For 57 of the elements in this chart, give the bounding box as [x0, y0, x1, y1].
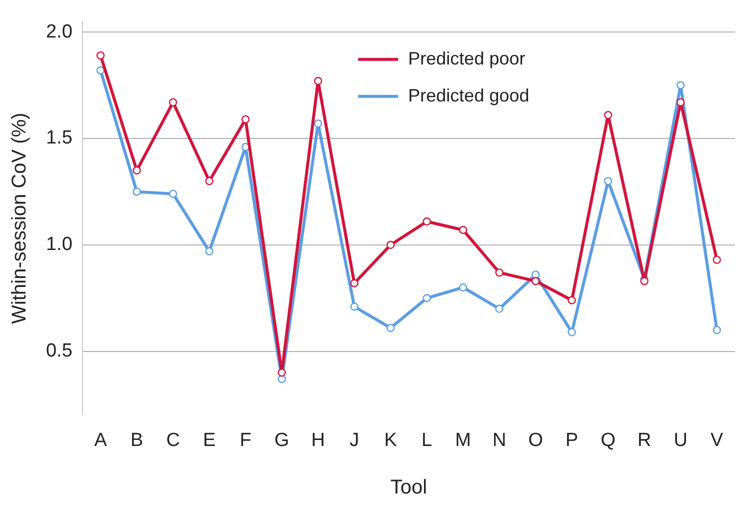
point — [568, 296, 576, 304]
point — [314, 76, 322, 86]
point — [386, 324, 395, 332]
x-tick-label: J — [350, 430, 360, 451]
x-tick-label: B — [130, 430, 144, 451]
x-tick-label: K — [384, 430, 398, 451]
x-tick-label: R — [637, 430, 652, 451]
x-tick-label: H — [311, 430, 325, 451]
x-tick-label: A — [94, 430, 108, 451]
point — [604, 110, 612, 120]
y-axis-title: Within-session CoV (%) — [8, 112, 31, 324]
x-axis-title: Tool — [390, 476, 428, 499]
point — [604, 176, 612, 186]
point — [132, 188, 141, 196]
point — [96, 51, 105, 60]
point — [96, 66, 105, 74]
x-tick-label: P — [566, 430, 578, 451]
point — [458, 226, 468, 234]
point — [495, 268, 504, 277]
y-tick-label: 1.0 — [46, 234, 72, 256]
y-tick-label: 2.0 — [46, 21, 72, 42]
x-tick-label: M — [455, 430, 472, 451]
point — [205, 247, 214, 256]
point — [532, 276, 540, 286]
y-tick-label: 1.5 — [46, 128, 72, 149]
point — [458, 283, 468, 292]
legend-label: Predicted good — [408, 85, 530, 106]
point — [350, 279, 358, 288]
x-tick-label: G — [274, 430, 290, 451]
point — [205, 176, 214, 186]
point — [132, 166, 141, 175]
x-tick-label: U — [674, 430, 688, 451]
point — [676, 98, 685, 106]
x-tick-label: Q — [600, 430, 616, 451]
x-tick-label: F — [240, 430, 252, 451]
point — [314, 119, 322, 128]
point — [676, 81, 685, 90]
point — [241, 115, 250, 124]
x-tick-label: L — [422, 430, 432, 451]
point — [712, 256, 721, 264]
x-tick-label: C — [166, 430, 180, 451]
legend-label: Predicted poor — [408, 48, 526, 68]
point — [168, 98, 178, 106]
x-tick-label: V — [710, 430, 724, 451]
point — [386, 240, 395, 250]
point — [422, 294, 431, 302]
point — [712, 326, 721, 334]
point — [568, 328, 576, 336]
point — [278, 368, 286, 377]
x-tick-label: E — [202, 430, 216, 451]
x-tick-label: O — [528, 430, 543, 451]
point — [422, 217, 431, 226]
point — [168, 190, 178, 198]
point — [495, 304, 504, 313]
x-tick-label: N — [492, 430, 506, 451]
y-tick-label: 0.5 — [46, 340, 72, 362]
point — [350, 302, 358, 311]
